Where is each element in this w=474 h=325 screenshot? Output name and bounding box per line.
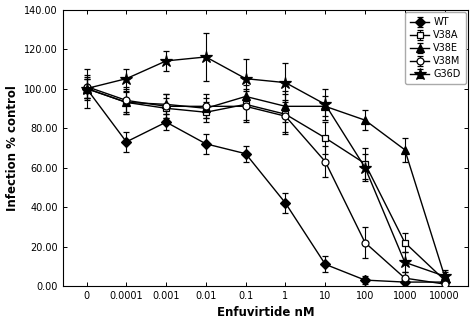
Legend: WT, V38A, V38E, V38M, G36D: WT, V38A, V38E, V38M, G36D	[405, 12, 465, 84]
X-axis label: Enfuvirtide nM: Enfuvirtide nM	[217, 306, 314, 319]
Y-axis label: Infection % control: Infection % control	[6, 85, 18, 211]
